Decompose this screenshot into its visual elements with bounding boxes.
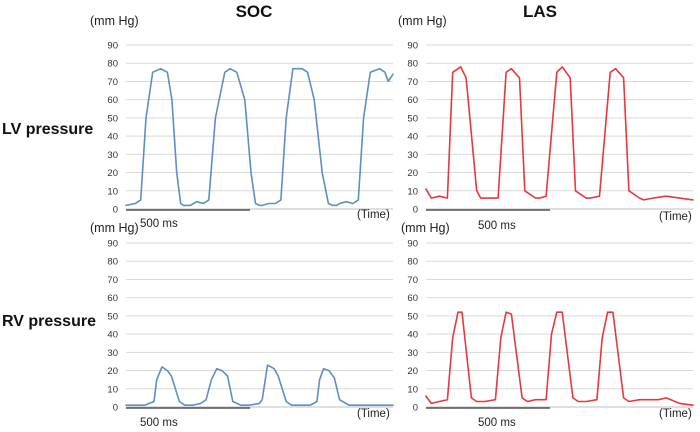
y-tick-label: 50 — [407, 113, 418, 124]
y-tick-label: 50 — [107, 113, 118, 124]
y-tick-label: 50 — [107, 311, 118, 322]
chart-panel-lv-las: 0 10 20 30 40 50 60 70 80 90 (mm Hg) (Time) 500 ms — [398, 14, 694, 232]
y-tick-label: 30 — [107, 150, 118, 161]
y-tick-label: 10 — [107, 186, 118, 197]
y-axis-unit-label: (mm Hg) — [398, 14, 447, 28]
pressure-trace-rv-soc — [125, 364, 394, 406]
scale-bar-label: 500 ms — [478, 417, 516, 429]
pressure-trace-lv-las — [425, 66, 694, 201]
y-tick-label: 70 — [407, 77, 418, 88]
y-tick-label: 60 — [407, 95, 418, 106]
x-axis-time-label: (Time) — [659, 408, 692, 420]
y-tick-label: 30 — [407, 348, 418, 359]
row-title-rv-pressure: RV pressure — [2, 313, 96, 330]
y-tick-label: 90 — [407, 239, 418, 250]
y-tick-label: 60 — [407, 293, 418, 304]
chart-panel-lv-soc: 0 10 20 30 40 50 60 70 80 90 (mm Hg) (Time) 500 ms — [90, 14, 394, 230]
y-axis-unit-label: (mm Hg) — [90, 14, 139, 28]
chart-panel-rv-las: 0 10 20 30 40 50 60 70 80 90 (mm Hg) (Time) 500 ms — [401, 221, 694, 429]
y-tick-label: 60 — [107, 293, 118, 304]
y-tick-label: 90 — [407, 41, 418, 52]
y-tick-label: 80 — [407, 257, 418, 268]
x-axis-time-label: (Time) — [357, 209, 390, 221]
y-tick-label: 30 — [407, 150, 418, 161]
x-axis-time-label: (Time) — [357, 408, 390, 420]
pressure-trace-rv-las — [425, 311, 694, 406]
y-tick-label: 70 — [407, 275, 418, 286]
y-tick-label: 20 — [407, 168, 418, 179]
y-tick-label: 30 — [107, 348, 118, 359]
y-tick-label: 10 — [407, 384, 418, 395]
y-tick-label: 0 — [113, 205, 118, 216]
column-title-las: LAS — [523, 2, 557, 21]
y-tick-label: 0 — [413, 205, 418, 216]
y-tick-label: 40 — [107, 330, 118, 341]
y-tick-label: 20 — [107, 366, 118, 377]
y-tick-label: 60 — [107, 95, 118, 106]
pressure-trace-lv-soc — [125, 67, 394, 207]
y-tick-label: 40 — [107, 132, 118, 143]
y-axis-unit-label: (mm Hg) — [401, 221, 450, 235]
y-tick-label: 20 — [107, 168, 118, 179]
scale-bar-label: 500 ms — [140, 218, 178, 230]
y-tick-label: 10 — [107, 384, 118, 395]
column-title-soc: SOC — [236, 2, 273, 21]
chart-panel-rv-soc: 0 10 20 30 40 50 60 70 80 90 (mm Hg) (Time) 500 ms — [90, 221, 394, 429]
y-tick-label: 0 — [113, 403, 118, 414]
row-title-lv-pressure: LV pressure — [2, 121, 93, 138]
scale-bar-label: 500 ms — [140, 417, 178, 429]
scale-bar-label: 500 ms — [478, 220, 516, 232]
y-tick-label: 80 — [407, 59, 418, 70]
y-tick-label: 40 — [407, 330, 418, 341]
y-tick-label: 20 — [407, 366, 418, 377]
y-tick-label: 90 — [107, 239, 118, 250]
y-tick-label: 80 — [107, 59, 118, 70]
y-tick-label: 90 — [107, 41, 118, 52]
y-tick-label: 40 — [407, 132, 418, 143]
y-axis-unit-label: (mm Hg) — [90, 221, 139, 235]
y-tick-label: 70 — [107, 77, 118, 88]
y-tick-label: 70 — [107, 275, 118, 286]
y-tick-label: 0 — [413, 403, 418, 414]
y-tick-label: 80 — [107, 257, 118, 268]
y-tick-label: 10 — [407, 186, 418, 197]
x-axis-time-label: (Time) — [659, 211, 692, 223]
y-tick-label: 50 — [407, 311, 418, 322]
